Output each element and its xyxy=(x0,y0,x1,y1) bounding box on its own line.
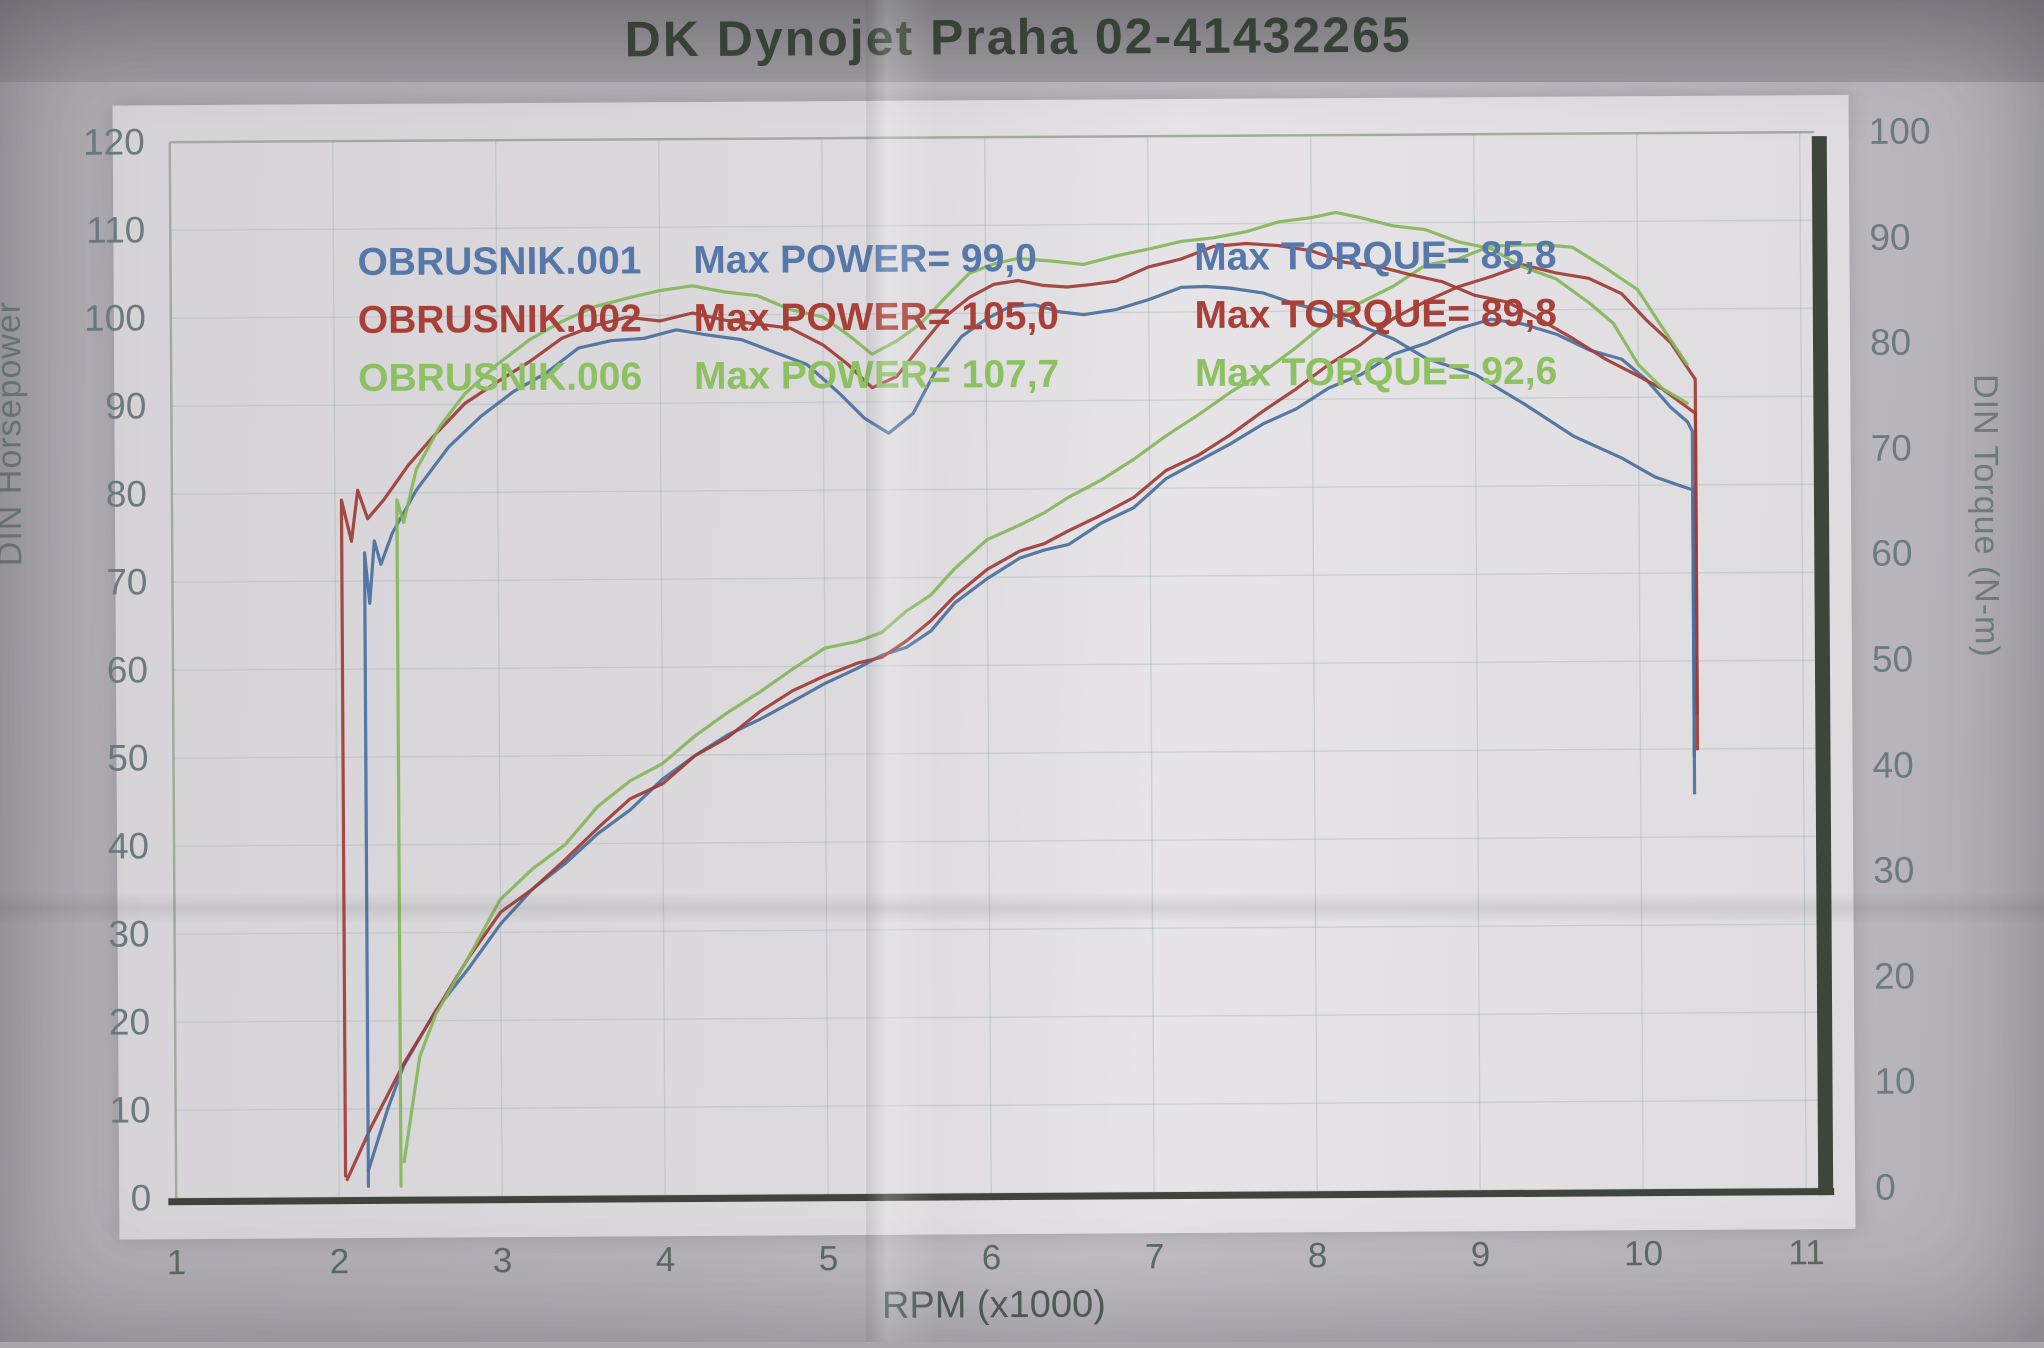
rpm-axis-tick: 3 xyxy=(493,1241,513,1281)
hp-axis-tick: 90 xyxy=(46,385,146,428)
torque-axis-tick: 10 xyxy=(1874,1061,1915,1103)
torque-001-curve xyxy=(363,284,1697,1187)
legend-power-006: Max POWER= 107,7 xyxy=(694,352,1184,399)
legend-power-002: Max POWER= 105,0 xyxy=(694,294,1184,341)
rpm-axis-tick: 9 xyxy=(1471,1235,1491,1275)
legend-row-002: OBRUSNIK.002 Max POWER= 105,0 Max TORQUE… xyxy=(358,292,1557,343)
torque-axis-tick: 30 xyxy=(1873,850,1914,892)
rpm-axis-tick: 11 xyxy=(1788,1233,1825,1273)
rpm-axis-tick: 4 xyxy=(656,1240,676,1280)
hp-axis-tick: 50 xyxy=(48,737,148,780)
hp-axis-tick: 0 xyxy=(51,1177,151,1220)
legend-torque-002: Max TORQUE= 89,8 xyxy=(1194,292,1557,338)
hp-axis-tick: 110 xyxy=(45,209,145,252)
legend-torque-006: Max TORQUE= 92,6 xyxy=(1195,350,1558,396)
x-axis-title: RPM (x1000) xyxy=(882,1284,1106,1328)
legend-row-001: OBRUSNIK.001 Max POWER= 99,0 Max TORQUE=… xyxy=(357,234,1556,285)
hp-axis-tick: 30 xyxy=(49,913,149,956)
grid-line-horizontal xyxy=(175,1012,1819,1022)
torque-axis-tick: 100 xyxy=(1869,110,1931,152)
hp-axis-tick: 120 xyxy=(45,121,145,164)
chart-title: DK Dynojet Praha 02-41432265 xyxy=(0,2,2040,72)
legend-file-001: OBRUSNIK.001 xyxy=(357,239,682,285)
rpm-axis-tick: 1 xyxy=(167,1243,187,1283)
rpm-axis-tick: 8 xyxy=(1308,1236,1328,1276)
torque-axis-tick: 60 xyxy=(1871,533,1912,575)
torque-axis-tick: 70 xyxy=(1871,427,1912,469)
rpm-axis-tick: 7 xyxy=(1145,1237,1165,1277)
torque-axis-tick: 80 xyxy=(1870,322,1911,364)
rpm-axis-tick: 10 xyxy=(1624,1234,1663,1274)
hp-axis-tick: 60 xyxy=(48,649,148,692)
right-axis-title: DIN Torque (N-m) xyxy=(1965,374,2006,658)
rpm-axis-tick: 6 xyxy=(982,1238,1002,1278)
torque-axis-tick: 0 xyxy=(1875,1167,1896,1209)
torque-axis-tick: 50 xyxy=(1872,639,1913,681)
chart-right-bar xyxy=(1812,136,1833,1198)
legend-file-002: OBRUSNIK.002 xyxy=(358,297,683,343)
rpm-axis-tick: 2 xyxy=(330,1242,350,1282)
grid-line-horizontal xyxy=(173,660,1817,670)
chart-top-border xyxy=(170,132,1814,142)
plot-area: OBRUSNIK.001 Max POWER= 99,0 Max TORQUE=… xyxy=(162,110,1844,1205)
legend-file-006: OBRUSNIK.006 xyxy=(358,355,683,401)
grid-line-horizontal xyxy=(175,924,1819,934)
hp-axis-tick: 80 xyxy=(47,473,147,516)
grid-line-horizontal xyxy=(170,220,1814,230)
hp-axis-tick: 10 xyxy=(51,1089,151,1132)
legend-power-001: Max POWER= 99,0 xyxy=(693,236,1183,283)
rpm-axis-tick: 5 xyxy=(819,1239,839,1279)
hp-axis-tick: 20 xyxy=(50,1001,150,1044)
torque-axis-tick: 90 xyxy=(1869,216,1910,258)
power-001-curve xyxy=(363,318,1697,1171)
hp-axis-tick: 40 xyxy=(49,825,149,868)
torque-axis-tick: 40 xyxy=(1872,744,1913,786)
torque-axis-tick: 20 xyxy=(1874,955,1915,997)
legend-row-006: OBRUSNIK.006 Max POWER= 107,7 Max TORQUE… xyxy=(358,350,1557,401)
legend-torque-001: Max TORQUE= 85,8 xyxy=(1194,234,1557,280)
left-axis-title: DIN Horsepower xyxy=(0,301,30,567)
grid-line-horizontal xyxy=(174,748,1818,758)
hp-axis-tick: 70 xyxy=(47,561,147,604)
grid-line-horizontal xyxy=(176,1100,1820,1110)
grid-line-horizontal xyxy=(174,836,1818,846)
hp-axis-tick: 100 xyxy=(46,297,146,340)
